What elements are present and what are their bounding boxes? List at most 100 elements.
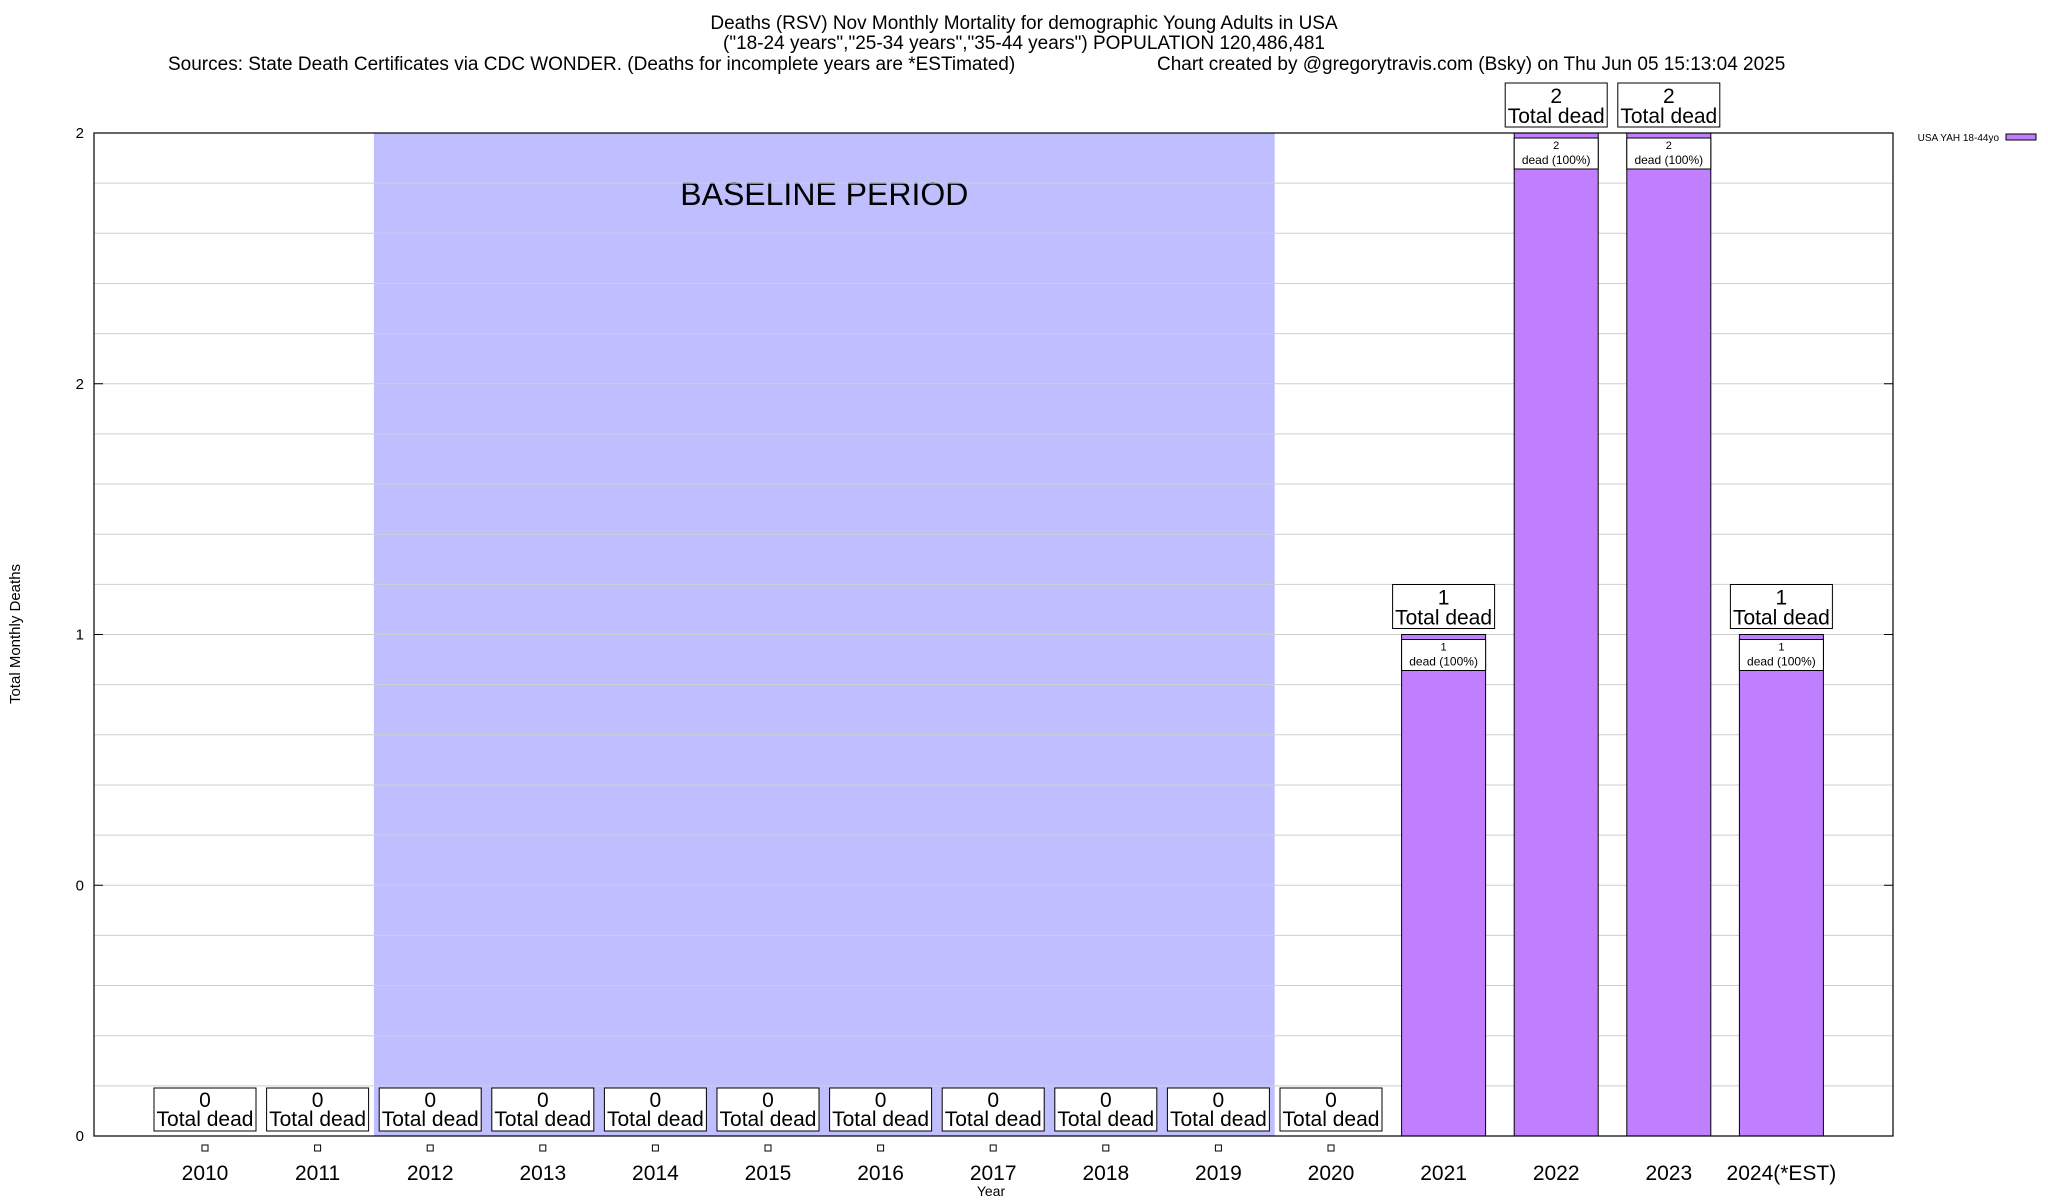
total-label: Total dead — [1620, 105, 1717, 128]
zero-marker — [1214, 1144, 1222, 1152]
total-label: Total dead — [1057, 1108, 1154, 1131]
bar-inner-value: 1 — [1441, 642, 1447, 654]
y-tick-label: 0 — [76, 1128, 84, 1145]
total-label-box — [829, 1087, 933, 1132]
bar-inner-label-box — [1626, 137, 1712, 170]
zero-marker — [1102, 1144, 1110, 1152]
bar-inner-value: 1 — [1778, 642, 1784, 654]
total-label-box — [491, 1087, 595, 1132]
total-value: 0 — [537, 1089, 549, 1112]
x-tick-label: 2012 — [407, 1162, 454, 1185]
total-label: Total dead — [1733, 607, 1830, 630]
zero-marker — [426, 1144, 434, 1152]
bar-inner-label: dead (100%) — [1409, 655, 1478, 669]
credit-note: Chart created by @gregorytravis.com (Bsk… — [1157, 54, 1786, 75]
x-tick-label: 2023 — [1645, 1162, 1692, 1185]
total-label: Total dead — [607, 1108, 704, 1131]
x-tick-label: 2011 — [295, 1162, 340, 1185]
y-tick-label: 0 — [76, 877, 84, 894]
total-label: Total dead — [1395, 607, 1492, 630]
zero-marker — [539, 1144, 547, 1152]
total-label: Total dead — [720, 1108, 817, 1131]
x-tick-label: 2018 — [1082, 1162, 1129, 1185]
total-value: 0 — [1325, 1089, 1337, 1112]
bar-inner-value: 2 — [1553, 140, 1559, 152]
total-value: 1 — [1438, 587, 1450, 610]
total-label: Total dead — [832, 1108, 929, 1131]
total-label-box — [1617, 82, 1721, 128]
bar-inner-label-box — [1738, 639, 1824, 671]
baseline-period-label: BASELINE PERIOD — [680, 176, 968, 212]
total-label: Total dead — [945, 1108, 1042, 1131]
legend-label: USA YAH 18-44yo — [1918, 133, 2000, 144]
total-label: Total dead — [494, 1108, 591, 1131]
x-axis-label: Year — [977, 1183, 1006, 1199]
x-tick-label: 2015 — [745, 1162, 792, 1185]
total-label: Total dead — [157, 1108, 254, 1131]
zero-marker — [314, 1144, 322, 1152]
x-tick-label: 2014 — [632, 1162, 679, 1185]
zero-marker — [989, 1144, 997, 1152]
x-tick-label: 2010 — [182, 1162, 229, 1185]
total-value: 2 — [1550, 85, 1562, 108]
y-tick-label: 1 — [76, 627, 84, 644]
total-label: Total dead — [1283, 1108, 1380, 1131]
total-label-box — [153, 1087, 257, 1132]
chart-title: Deaths (RSV) Nov Monthly Mortality for d… — [710, 13, 1338, 34]
total-value: 0 — [1213, 1089, 1225, 1112]
bar-inner-label-box — [1513, 137, 1599, 170]
bar — [1513, 132, 1599, 1137]
y-tick-label: 2 — [76, 125, 84, 142]
total-label: Total dead — [269, 1108, 366, 1131]
total-label-box — [1392, 584, 1496, 629]
total-value: 0 — [199, 1089, 211, 1112]
total-label: Total dead — [382, 1108, 479, 1131]
x-tick-label: 2021 — [1420, 1162, 1467, 1185]
y-tick-label: 2 — [76, 376, 84, 393]
bar — [1738, 634, 1824, 1137]
plot-border — [93, 132, 1894, 1137]
total-label-box — [716, 1087, 820, 1132]
total-label-box — [378, 1087, 482, 1132]
chart-title-block: Deaths (RSV) Nov Monthly Mortality for d… — [0, 14, 2048, 54]
bar — [1401, 634, 1487, 1137]
total-label-box — [1504, 82, 1608, 128]
y-axis-label: Total Monthly Deaths — [7, 564, 24, 704]
total-label-box — [1279, 1087, 1383, 1132]
x-tick-label: 2020 — [1308, 1162, 1355, 1185]
total-label-box — [1166, 1087, 1270, 1132]
x-tick-label: 2016 — [857, 1162, 904, 1185]
total-value: 1 — [1776, 587, 1788, 610]
total-value: 0 — [1100, 1089, 1112, 1112]
total-label: Total dead — [1508, 105, 1605, 128]
total-label-box — [1054, 1087, 1158, 1132]
total-value: 0 — [424, 1089, 436, 1112]
x-tick-label: 2024(*EST) — [1727, 1162, 1837, 1185]
total-value: 0 — [875, 1089, 887, 1112]
chart-subtitle: ("18-24 years","25-34 years","35-44 year… — [723, 33, 1325, 54]
x-tick-label: 2013 — [519, 1162, 566, 1185]
zero-marker — [764, 1144, 772, 1152]
total-value: 0 — [312, 1089, 324, 1112]
zero-marker — [877, 1144, 885, 1152]
bar-inner-label: dead (100%) — [1522, 153, 1591, 167]
total-value: 0 — [762, 1089, 774, 1112]
bar-inner-label-box — [1401, 639, 1487, 671]
total-label-box — [1729, 584, 1833, 629]
x-tick-label: 2019 — [1195, 1162, 1242, 1185]
total-value: 0 — [987, 1089, 999, 1112]
bar — [1626, 132, 1712, 1137]
bar-inner-label: dead (100%) — [1747, 655, 1816, 669]
total-value: 2 — [1663, 85, 1675, 108]
bar-inner-value: 2 — [1666, 140, 1672, 152]
zero-marker — [651, 1144, 659, 1152]
total-label-box — [941, 1087, 1045, 1132]
x-tick-label: 2022 — [1533, 1162, 1580, 1185]
total-label-box — [603, 1087, 707, 1132]
total-value: 0 — [650, 1089, 662, 1112]
x-tick-label: 2017 — [970, 1162, 1017, 1185]
bar-inner-label: dead (100%) — [1634, 153, 1703, 167]
total-label: Total dead — [1170, 1108, 1267, 1131]
source-note: Sources: State Death Certificates via CD… — [168, 54, 1016, 75]
